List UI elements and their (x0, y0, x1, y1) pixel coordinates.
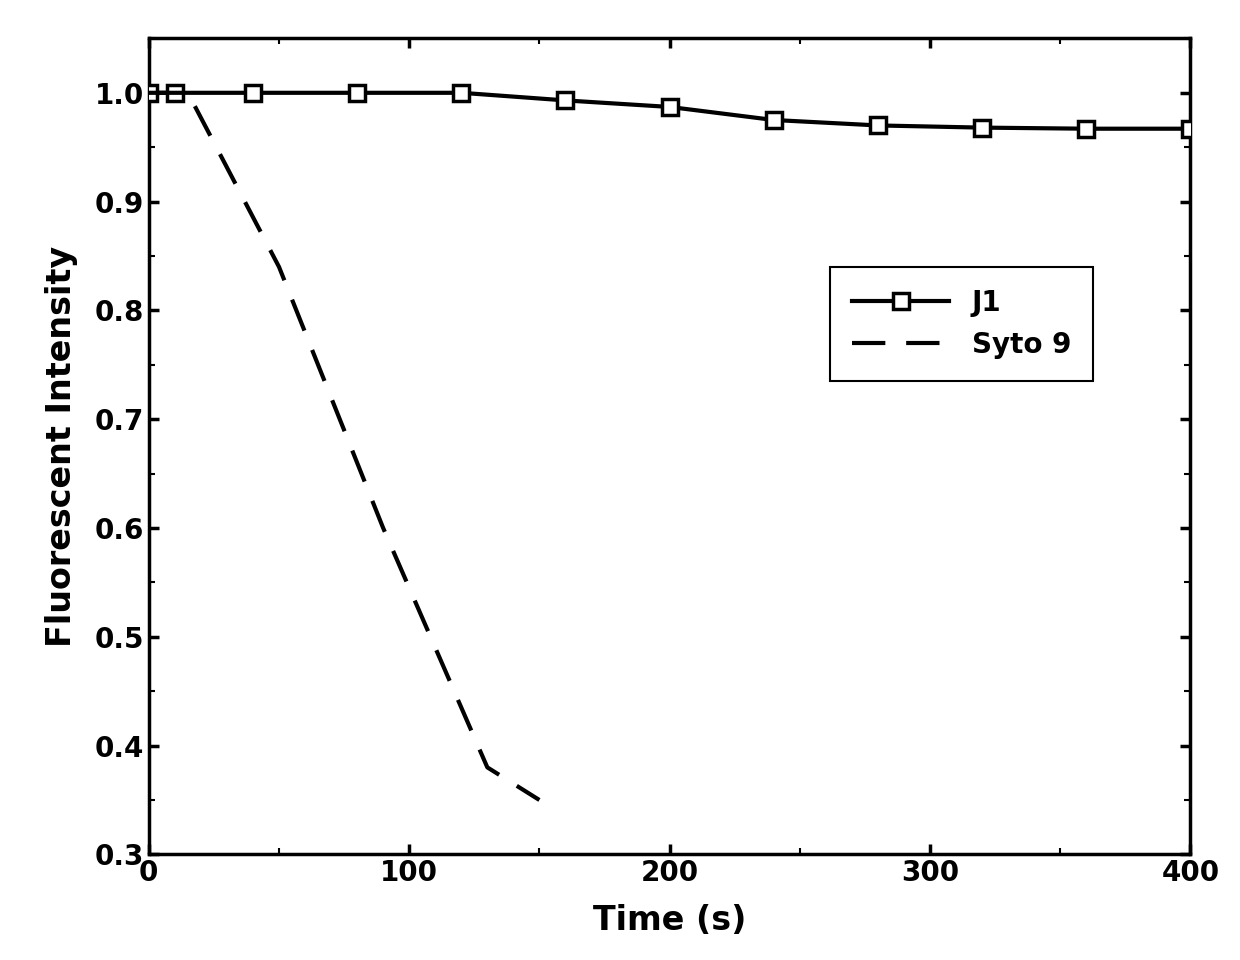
Syto 9 (376, 522, 391, 534)
Line: Syto 9: Syto 9 (149, 93, 539, 800)
J1 (662, 101, 677, 112)
J1 (350, 87, 365, 99)
J1 (975, 122, 990, 133)
Syto 9 (272, 261, 286, 273)
X-axis label: Time (s): Time (s) (593, 904, 746, 937)
Syto 9 (532, 794, 547, 805)
J1 (870, 120, 885, 132)
J1 (558, 95, 573, 107)
Syto 9 (480, 761, 495, 773)
Y-axis label: Fluorescent Intensity: Fluorescent Intensity (45, 246, 78, 647)
J1 (454, 87, 469, 99)
J1 (766, 114, 781, 126)
Line: J1: J1 (141, 85, 1198, 136)
Syto 9 (181, 87, 196, 99)
J1 (167, 87, 182, 99)
Legend: J1, Syto 9: J1, Syto 9 (830, 267, 1094, 381)
Syto 9 (141, 87, 156, 99)
J1 (1079, 123, 1094, 134)
J1 (141, 87, 156, 99)
J1 (246, 87, 260, 99)
J1 (1183, 123, 1198, 134)
